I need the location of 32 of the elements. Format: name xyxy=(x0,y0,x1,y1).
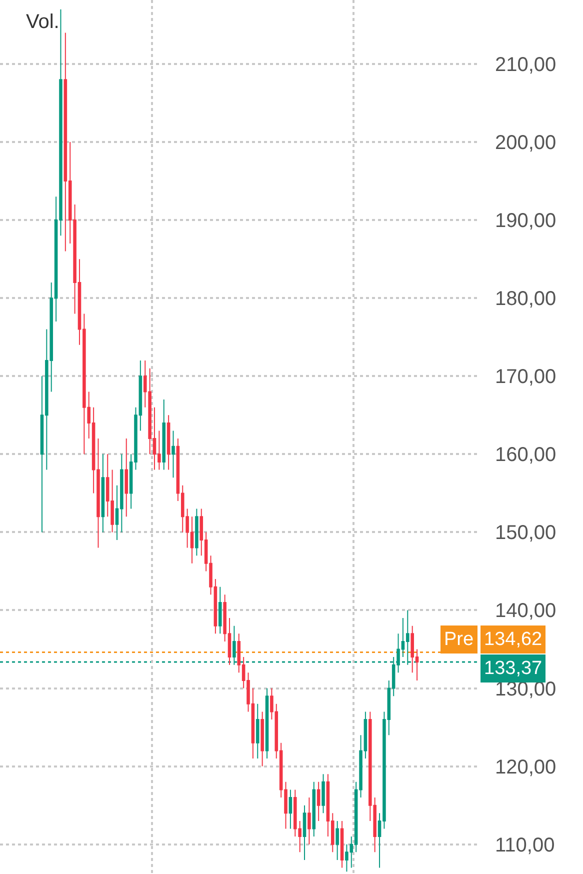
annotation: Vol. xyxy=(26,11,60,33)
candlestick xyxy=(124,438,128,518)
candlestick xyxy=(308,797,311,845)
candlestick xyxy=(162,399,166,470)
y-tick-label: 180,00 xyxy=(495,288,556,310)
candlestick xyxy=(265,688,269,760)
candlestick xyxy=(312,781,316,838)
text: Pre xyxy=(444,629,474,650)
y-tick-label: 120,00 xyxy=(495,756,556,778)
y-tick-label: 160,00 xyxy=(495,444,556,466)
candlestick xyxy=(256,703,260,760)
candlestick xyxy=(172,430,175,478)
candlestick xyxy=(195,508,198,556)
y-tick-label: 110,00 xyxy=(495,834,555,856)
candlestick xyxy=(336,820,339,860)
y-tick-label: 140,00 xyxy=(495,600,556,622)
candlestick xyxy=(166,414,170,470)
y-tick-label: 150,00 xyxy=(495,522,556,544)
candlestick xyxy=(218,586,222,634)
y-tick-label: 210,00 xyxy=(495,54,556,76)
candlestick xyxy=(322,774,325,814)
candlestick xyxy=(316,781,320,822)
ref-line-label: 133,37 xyxy=(484,658,542,679)
y-tick-label: 190,00 xyxy=(495,210,556,232)
ref-line-label: 134,62 xyxy=(484,629,542,650)
candlestick xyxy=(260,711,264,767)
candlestick xyxy=(302,804,306,860)
candlestick xyxy=(340,820,344,868)
y-tick-label: 170,00 xyxy=(495,366,556,388)
y-tick-label: 200,00 xyxy=(495,132,556,154)
candlestick xyxy=(101,454,105,533)
candlestick xyxy=(288,789,292,830)
